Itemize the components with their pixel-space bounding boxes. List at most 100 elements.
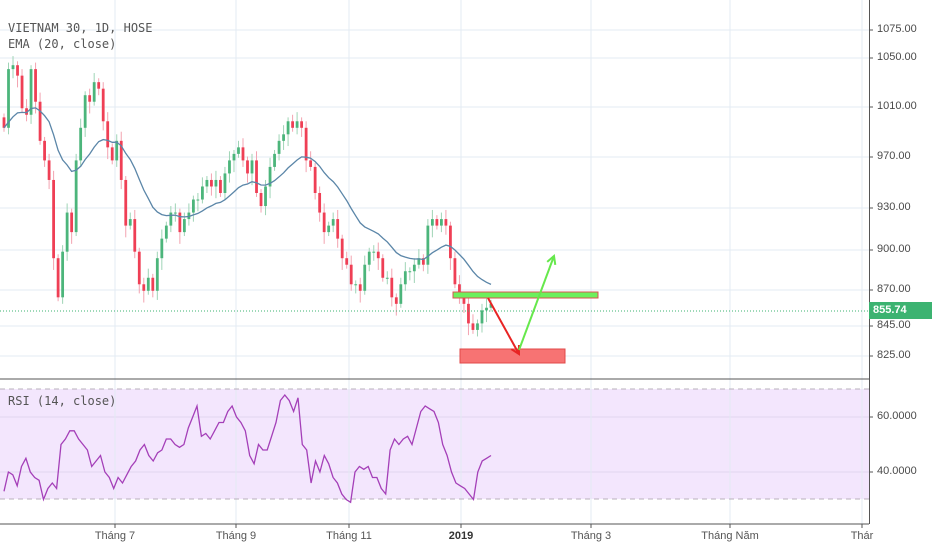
candle-body: [47, 160, 51, 180]
candle-body: [173, 212, 177, 214]
ema-line: [3, 107, 492, 285]
price-tick-label: 900.00: [877, 243, 911, 255]
rsi-tick-label: 60.0000: [877, 410, 917, 422]
candle-body: [300, 121, 304, 128]
candle-body: [268, 166, 272, 187]
candle-body: [318, 193, 322, 213]
candle-body: [205, 179, 209, 187]
candle-body: [449, 225, 452, 259]
candle-body: [61, 251, 65, 298]
candle-body: [286, 121, 290, 135]
candle-body: [367, 251, 371, 265]
candle-body: [29, 69, 33, 115]
ema-legend[interactable]: EMA (20, close): [8, 37, 117, 51]
candle-body: [421, 258, 425, 265]
price-tick-label: 825.00: [877, 349, 911, 361]
candle-body: [255, 160, 258, 193]
candle-body: [2, 117, 6, 128]
candle-body: [34, 69, 37, 102]
candle-body: [97, 82, 101, 89]
time-tick-label: Tháng Năm: [701, 530, 759, 542]
candle-body: [16, 65, 19, 76]
candle-body: [331, 219, 335, 226]
arrow-up-icon: [518, 255, 555, 351]
candle-body: [363, 264, 367, 291]
candle-body: [70, 212, 74, 233]
rsi-band: [0, 389, 869, 499]
candle-body: [381, 258, 385, 278]
candle-body: [412, 264, 416, 272]
candle-body: [20, 75, 24, 109]
candle-body: [25, 108, 28, 115]
candle-body: [124, 179, 128, 226]
candle-body: [56, 258, 60, 298]
candle-body: [237, 147, 240, 154]
candle-body: [7, 69, 10, 128]
candle-body: [440, 219, 443, 226]
candle-body: [250, 160, 254, 174]
arrow-up-icon-head: [546, 254, 557, 266]
candle-body: [110, 147, 114, 161]
candle-body: [219, 179, 222, 193]
candle-body: [160, 238, 164, 259]
candle-body: [322, 212, 326, 233]
candle-body: [133, 219, 137, 252]
candle-body: [146, 277, 150, 291]
candle-body: [358, 284, 362, 291]
candle-body: [385, 277, 389, 279]
candle-body: [115, 140, 119, 161]
price-tick-label: 1010.00: [877, 100, 917, 112]
support-zone: [459, 348, 566, 364]
candle-body: [83, 95, 87, 128]
candle-body: [295, 121, 299, 128]
candle-body: [345, 258, 349, 265]
candle-body: [259, 193, 263, 207]
candle-body: [178, 212, 182, 233]
candle-body: [376, 251, 380, 259]
candle-body: [399, 284, 403, 304]
candle-body: [340, 238, 344, 259]
candle-body: [458, 284, 461, 298]
candle-body: [106, 121, 110, 148]
candle-body: [394, 297, 398, 304]
candle-body: [476, 323, 479, 330]
candle-body: [246, 160, 249, 174]
candle-body: [471, 323, 475, 330]
candle-body: [408, 271, 412, 273]
candle-body: [182, 219, 186, 233]
time-tick-label: Thár: [850, 530, 874, 542]
candle-body: [65, 212, 69, 252]
candle-body: [390, 277, 394, 298]
candle-body: [282, 134, 285, 141]
resistance-zone: [452, 291, 599, 299]
candle-body: [462, 297, 466, 304]
candle-body: [79, 127, 83, 161]
candle-body: [309, 160, 313, 167]
candle-body: [43, 140, 46, 161]
price-tick-label: 870.00: [877, 283, 911, 295]
rsi-line: [3, 393, 492, 504]
candle-body: [169, 212, 173, 226]
candle-body: [417, 258, 421, 265]
candle-body: [444, 219, 448, 226]
candle-body: [201, 186, 204, 200]
candle-body: [155, 258, 159, 291]
candle-body: [273, 153, 276, 167]
candle-body: [196, 199, 200, 201]
candle-body: [327, 225, 331, 233]
candle-body: [137, 251, 141, 285]
candle-body: [291, 121, 294, 128]
candle-body: [164, 225, 168, 239]
candle-body: [467, 303, 470, 324]
candle-body: [128, 219, 132, 226]
candle-body: [349, 264, 353, 285]
candle-body: [277, 140, 281, 154]
time-tick-label: Tháng 3: [570, 530, 612, 542]
candle-body: [191, 199, 195, 213]
rsi-legend[interactable]: RSI (14, close): [8, 394, 117, 408]
candle-body: [241, 147, 245, 161]
symbol-legend[interactable]: VIETNAM 30, 1D, HOSE: [8, 21, 153, 35]
candle-body: [313, 166, 317, 193]
